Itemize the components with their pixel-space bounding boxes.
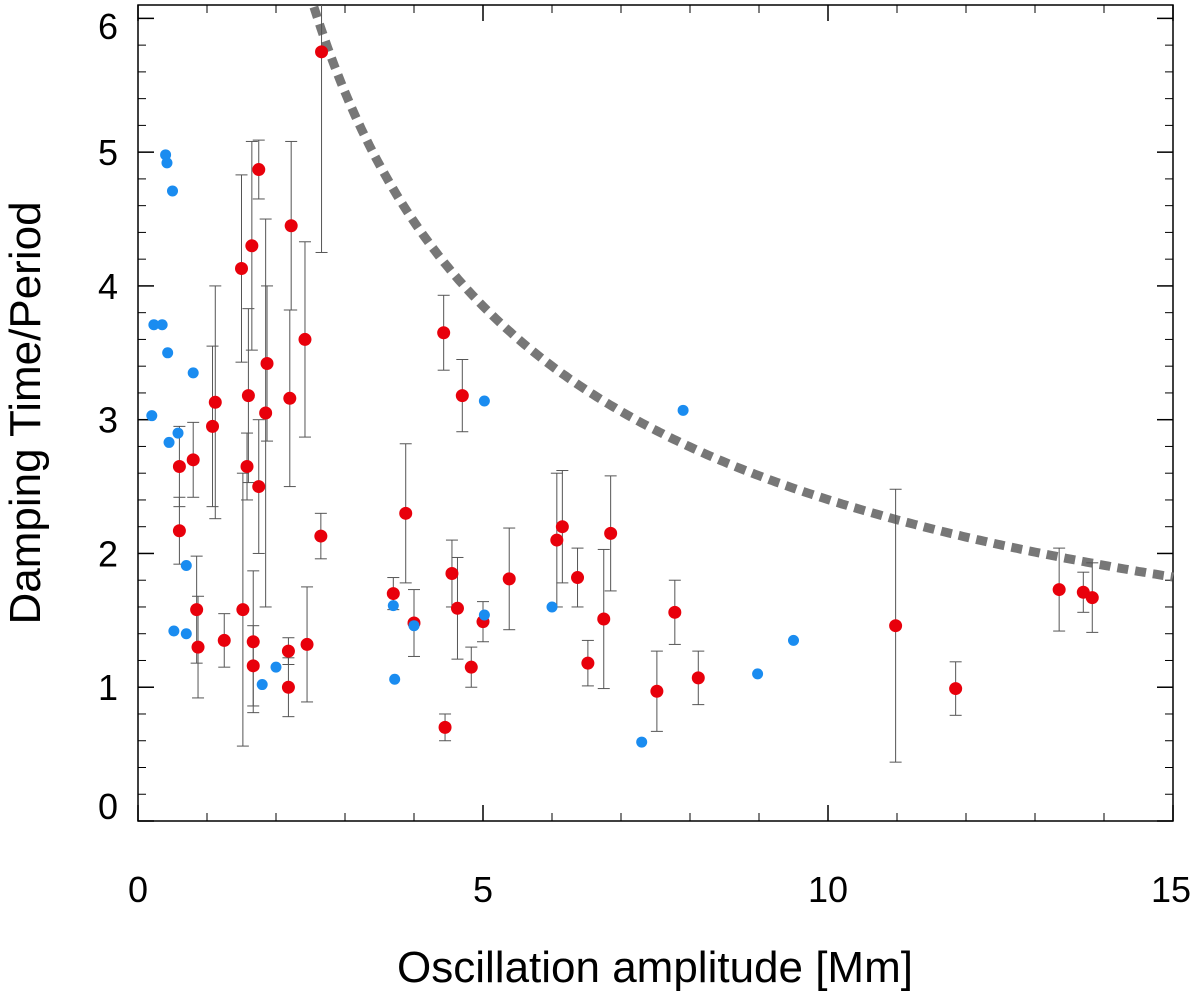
minor-ticks [138,5,1173,821]
red-data-point [172,524,186,538]
y-tick-label: 3 [98,400,118,441]
red-data-point [450,601,464,615]
red-data-point [555,520,569,534]
blue-data-point [270,661,282,673]
red-data-point [259,406,273,420]
red-data-point [438,720,452,734]
red-data-point [252,480,266,494]
blue-data-point [478,609,490,621]
y-tick-label: 6 [98,6,118,47]
red-data-point [246,635,260,649]
y-axis-label: Damping Time/Period [1,201,50,624]
red-data-point [236,603,250,617]
red-data-point [191,640,205,654]
y-tick-label: 5 [98,132,118,173]
blue-data-point [163,436,175,448]
red-data-point [445,567,459,581]
y-tick-label: 1 [98,667,118,708]
red-data-point [235,262,248,276]
red-data-point [1052,583,1066,597]
red-data-point [281,680,295,694]
blue-data-point [187,367,199,379]
limit-curve [309,5,1174,582]
red-data-point [386,587,400,601]
red-data-point [260,357,274,371]
error-bars [173,5,1099,763]
blue-data-point [162,347,174,359]
red-data-point [502,572,516,586]
plot-frame [137,4,1174,822]
red-data-point [650,684,664,698]
major-ticks [137,5,1174,822]
blue-data-point [788,634,799,646]
blue-data-point [256,679,268,691]
x-axis-label: Oscillation amplitude [Mm] [397,943,913,992]
blue-data-point [408,620,420,632]
x-tick-label: 5 [473,869,493,910]
red-data-point [246,659,260,673]
red-data-point [571,571,585,585]
red-data-point [298,332,312,346]
red-data-point [604,526,618,540]
red-data-point [1085,591,1099,605]
red-data-point [283,391,297,405]
blue-data-point [161,157,173,169]
blue-data-point [636,736,648,748]
y-tick-label: 0 [98,786,118,827]
x-tick-labels: 0 5 10 15 [128,869,1191,910]
blue-data-point [752,668,764,680]
red-data-point [240,460,254,474]
red-data-point [314,529,328,543]
blue-data-point [156,319,168,331]
red-data-point [281,644,295,658]
red-data-point [691,671,705,685]
red-data-point [315,45,329,59]
red-data-point [889,619,903,633]
limit-curve-path [309,5,1174,582]
red-data-point [597,612,611,626]
x-tick-label: 0 [128,869,148,910]
red-data-point [206,419,220,433]
blue-data-point [677,404,689,416]
red-data-point [245,239,259,253]
red-data-point [217,633,231,647]
red-data-point [252,163,266,177]
red-data-point [399,506,413,520]
red-data-point [949,682,963,696]
y-tick-label: 2 [98,533,118,574]
blue-data-point [148,319,160,331]
red-data-point [668,605,682,619]
red-data-point [550,533,564,547]
blue-data-point [389,673,401,685]
red-data-point [437,326,451,340]
red-data-point [172,460,186,474]
blue-data-point [546,601,558,613]
blue-data-point [146,410,158,422]
red-data-point [241,389,255,403]
data-points [146,45,1099,748]
blue-data-point [180,628,192,640]
red-data-point [300,637,314,651]
y-tick-labels: 0 1 2 3 4 5 6 [98,6,118,827]
blue-data-point [387,600,399,612]
red-data-point [186,453,200,467]
x-tick-label: 10 [808,869,848,910]
y-tick-label: 4 [98,266,118,307]
red-data-point [284,219,298,233]
blue-data-point [478,395,490,407]
blue-data-point [168,625,180,637]
blue-data-point [172,427,184,439]
red-data-point [455,389,469,403]
red-data-point [581,656,595,670]
blue-data-point [180,559,192,571]
red-data-point [190,603,204,617]
x-tick-label: 15 [1151,869,1191,910]
red-data-point [208,395,222,409]
blue-data-point [167,185,178,197]
red-data-point [464,660,478,674]
